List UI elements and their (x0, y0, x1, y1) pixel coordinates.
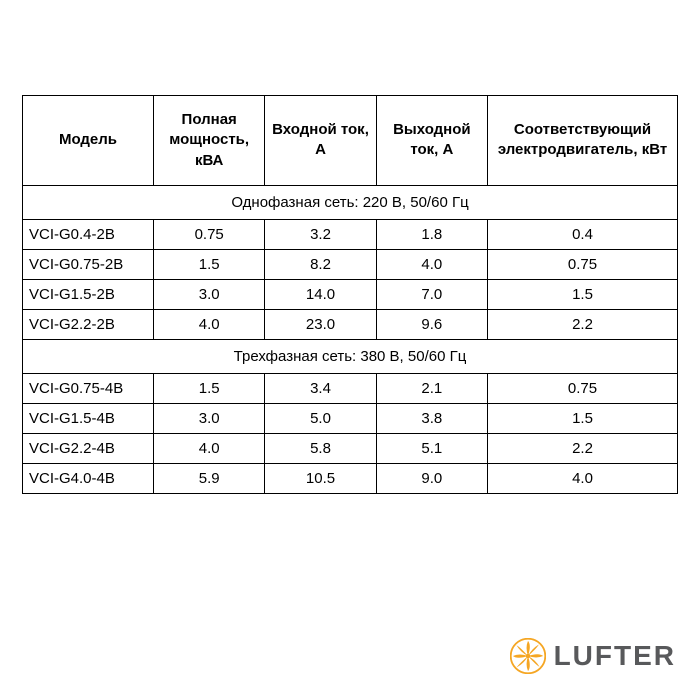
col-header-motor: Соответствующий электродвигатель, кВт (488, 96, 678, 186)
table-row: VCI-G4.0-4B 5.9 10.5 9.0 4.0 (23, 463, 678, 493)
cell-kva: 4.0 (154, 433, 265, 463)
table-row: VCI-G2.2-4B 4.0 5.8 5.1 2.2 (23, 433, 678, 463)
table-row: VCI-G1.5-2B 3.0 14.0 7.0 1.5 (23, 279, 678, 309)
table-row: VCI-G0.75-2B 1.5 8.2 4.0 0.75 (23, 249, 678, 279)
col-header-model: Модель (23, 96, 154, 186)
spec-table: Модель Полная мощность, кВА Входной ток,… (22, 95, 678, 494)
cell-kva: 5.9 (154, 463, 265, 493)
cell-kva: 1.5 (154, 249, 265, 279)
cell-motor: 4.0 (488, 463, 678, 493)
cell-output: 2.1 (376, 373, 487, 403)
cell-output: 9.6 (376, 309, 487, 339)
table-row: VCI-G0.4-2B 0.75 3.2 1.8 0.4 (23, 219, 678, 249)
cell-model: VCI-G0.75-4B (23, 373, 154, 403)
cell-input: 5.8 (265, 433, 376, 463)
cell-motor: 0.75 (488, 249, 678, 279)
cell-kva: 4.0 (154, 309, 265, 339)
cell-input: 10.5 (265, 463, 376, 493)
table-row: VCI-G1.5-4B 3.0 5.0 3.8 1.5 (23, 403, 678, 433)
cell-kva: 0.75 (154, 219, 265, 249)
cell-output: 4.0 (376, 249, 487, 279)
cell-input: 3.2 (265, 219, 376, 249)
cell-model: VCI-G0.4-2B (23, 219, 154, 249)
cell-model: VCI-G1.5-2B (23, 279, 154, 309)
table-row: VCI-G2.2-2B 4.0 23.0 9.6 2.2 (23, 309, 678, 339)
cell-output: 1.8 (376, 219, 487, 249)
cell-model: VCI-G2.2-4B (23, 433, 154, 463)
cell-kva: 3.0 (154, 403, 265, 433)
cell-output: 5.1 (376, 433, 487, 463)
brand-logo: LUFTER (510, 638, 676, 674)
cell-model: VCI-G0.75-2B (23, 249, 154, 279)
cell-motor: 1.5 (488, 403, 678, 433)
cell-kva: 1.5 (154, 373, 265, 403)
table-header-row: Модель Полная мощность, кВА Входной ток,… (23, 96, 678, 186)
col-header-kva: Полная мощность, кВА (154, 96, 265, 186)
cell-input: 14.0 (265, 279, 376, 309)
cell-kva: 3.0 (154, 279, 265, 309)
table-row: VCI-G0.75-4B 1.5 3.4 2.1 0.75 (23, 373, 678, 403)
cell-motor: 2.2 (488, 433, 678, 463)
cell-input: 23.0 (265, 309, 376, 339)
cell-output: 9.0 (376, 463, 487, 493)
col-header-output: Выходной ток, А (376, 96, 487, 186)
cell-output: 7.0 (376, 279, 487, 309)
cell-motor: 2.2 (488, 309, 678, 339)
section-row-three-phase: Трехфазная сеть: 380 В, 50/60 Гц (23, 339, 678, 373)
cell-model: VCI-G2.2-2B (23, 309, 154, 339)
col-header-input: Входной ток, А (265, 96, 376, 186)
brand-name: LUFTER (554, 640, 676, 672)
fan-icon (510, 638, 546, 674)
cell-model: VCI-G1.5-4B (23, 403, 154, 433)
cell-output: 3.8 (376, 403, 487, 433)
cell-input: 5.0 (265, 403, 376, 433)
section-title-single-phase: Однофазная сеть: 220 В, 50/60 Гц (23, 185, 678, 219)
spec-table-container: Модель Полная мощность, кВА Входной ток,… (22, 95, 678, 494)
cell-motor: 0.4 (488, 219, 678, 249)
cell-motor: 1.5 (488, 279, 678, 309)
cell-input: 3.4 (265, 373, 376, 403)
cell-motor: 0.75 (488, 373, 678, 403)
section-title-three-phase: Трехфазная сеть: 380 В, 50/60 Гц (23, 339, 678, 373)
cell-model: VCI-G4.0-4B (23, 463, 154, 493)
section-row-single-phase: Однофазная сеть: 220 В, 50/60 Гц (23, 185, 678, 219)
cell-input: 8.2 (265, 249, 376, 279)
